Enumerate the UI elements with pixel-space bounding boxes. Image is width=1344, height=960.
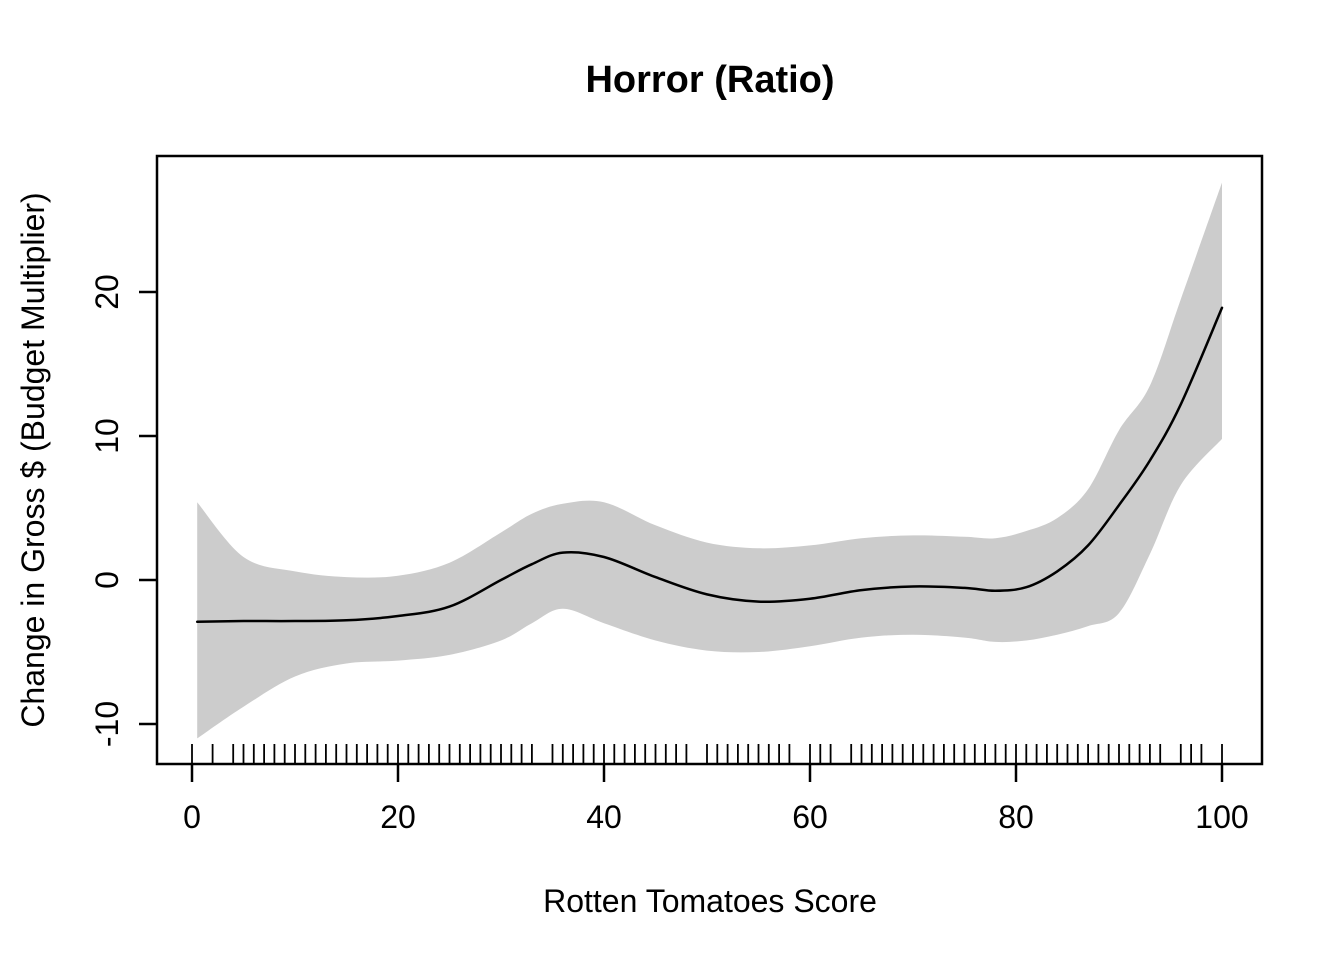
- y-axis: -10 0 10 20: [89, 274, 157, 747]
- x-tick-label: 20: [380, 799, 416, 835]
- rug-marks: [191, 744, 1223, 763]
- x-tick-label: 40: [586, 799, 622, 835]
- x-tick-label: 0: [183, 799, 201, 835]
- chart-title: Horror (Ratio): [585, 59, 834, 101]
- y-tick-label: 0: [89, 571, 125, 589]
- x-axis: 0 20 40 60 80 100: [183, 764, 1249, 835]
- plot-box: [155, 154, 1264, 766]
- y-tick-label: 10: [89, 418, 125, 454]
- y-axis-title: Change in Gross $ (Budget Multiplier): [15, 192, 51, 727]
- y-tick-label: 20: [89, 274, 125, 310]
- y-tick-label: -10: [89, 701, 125, 747]
- x-tick-label: 60: [792, 799, 828, 835]
- confidence-band: [197, 182, 1223, 739]
- x-axis-title: Rotten Tomatoes Score: [543, 883, 877, 919]
- smooth-fit-line: [195, 306, 1224, 624]
- x-tick-label: 100: [1195, 799, 1248, 835]
- x-tick-label: 80: [998, 799, 1034, 835]
